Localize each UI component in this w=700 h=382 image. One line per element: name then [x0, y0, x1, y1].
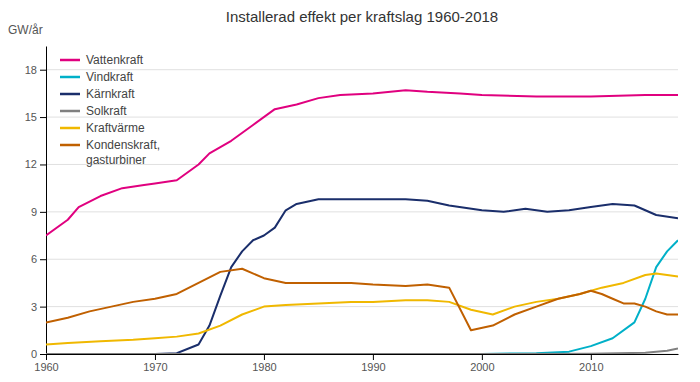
- tick-mark: [40, 354, 46, 355]
- tick-mark: [40, 307, 46, 308]
- tick-mark: [40, 164, 46, 165]
- legend-item: Solkraft: [60, 104, 127, 118]
- legend-label-line: Vindkraft: [86, 70, 134, 84]
- legend-item: Vindkraft: [60, 70, 134, 84]
- tick-label: 1990: [361, 361, 385, 373]
- tick-mark: [40, 212, 46, 213]
- legend-swatch: [60, 144, 80, 147]
- legend-label-line: Solkraft: [86, 104, 127, 118]
- grid: [46, 70, 678, 354]
- tick: 1980: [252, 354, 276, 373]
- legend-label-line: Kraftvärme: [86, 121, 145, 135]
- y-axis-label: GW/år: [8, 23, 43, 37]
- grid-line: [46, 306, 678, 307]
- tick: 1970: [143, 354, 167, 373]
- series-line: [46, 240, 678, 354]
- tick: 2000: [470, 354, 494, 373]
- legend-label: Vattenkraft: [86, 53, 144, 67]
- tick: 15: [25, 111, 46, 123]
- tick-label: 6: [31, 253, 37, 265]
- legend: Vattenkraft Vindkraft Kärnkraft Solkraft Kra…: [60, 53, 160, 167]
- legend-swatch: [60, 93, 80, 96]
- tick-label: 0: [31, 348, 37, 360]
- legend-label: Kraftvärme: [86, 121, 145, 135]
- tick-label: 12: [25, 158, 37, 170]
- tick-mark: [264, 354, 265, 360]
- tick: 9: [31, 206, 46, 218]
- tick-mark: [40, 70, 46, 71]
- legend-label-line: Kondenskraft,: [86, 138, 160, 152]
- legend-label-line: Kärnkraft: [86, 87, 135, 101]
- tick: 0: [31, 348, 46, 360]
- tick: 1960: [34, 354, 58, 373]
- grid-line: [46, 117, 678, 118]
- legend-item: Kraftvärme: [60, 121, 145, 135]
- tick-mark: [40, 259, 46, 260]
- axis-line: [46, 47, 47, 355]
- tick: 18: [25, 64, 46, 76]
- plot-area: 1960 1970 1980 1990 2000 2010 0 3 6 9 12 15 18 Vatten…: [25, 47, 679, 373]
- legend-item: Vattenkraft: [60, 53, 144, 67]
- legend-item: Kärnkraft: [60, 87, 135, 101]
- tick-mark: [373, 354, 374, 360]
- tick-mark: [155, 354, 156, 360]
- lines: [46, 90, 678, 354]
- tick-mark: [46, 354, 47, 360]
- tick-label: 2000: [470, 361, 494, 373]
- tick: 12: [25, 158, 46, 170]
- grid-line: [46, 69, 678, 70]
- tick-label: 1970: [143, 361, 167, 373]
- legend-label-line: Vattenkraft: [86, 53, 144, 67]
- legend-label: Solkraft: [86, 104, 127, 118]
- tick-label: 15: [25, 111, 37, 123]
- tick: 3: [31, 301, 46, 313]
- tick-label: 1980: [252, 361, 276, 373]
- legend-label-line: gasturbiner: [86, 153, 146, 167]
- tick-mark: [482, 354, 483, 360]
- legend-label: Kärnkraft: [86, 87, 135, 101]
- series-line: [46, 348, 678, 354]
- legend-label: Kondenskraft,gasturbiner: [86, 138, 160, 167]
- grid-line: [46, 259, 678, 260]
- x-axis: 1960 1970 1980 1990 2000 2010: [34, 354, 678, 373]
- tick: 2010: [579, 354, 603, 373]
- legend-swatch: [60, 76, 80, 79]
- series-line: [46, 199, 678, 354]
- series-line: [46, 90, 678, 235]
- tick: 6: [31, 253, 46, 265]
- tick-label: 18: [25, 64, 37, 76]
- legend-swatch: [60, 110, 80, 113]
- chart: Installerad effekt per kraftslag 1960-20…: [0, 0, 700, 382]
- legend-label: Vindkraft: [86, 70, 134, 84]
- y-axis: 0 3 6 9 12 15 18: [25, 47, 47, 361]
- tick-mark: [591, 354, 592, 360]
- legend-swatch: [60, 127, 80, 130]
- grid-line: [46, 211, 678, 212]
- series-line: [46, 269, 678, 331]
- tick-mark: [40, 117, 46, 118]
- legend-item: Kondenskraft,gasturbiner: [60, 138, 160, 167]
- tick-label: 3: [31, 301, 37, 313]
- axis-line: [47, 354, 679, 355]
- chart-title: Installerad effekt per kraftslag 1960-20…: [226, 8, 498, 25]
- tick-label: 2010: [579, 361, 603, 373]
- legend-swatch: [60, 59, 80, 62]
- tick: 1990: [361, 354, 385, 373]
- tick-label: 1960: [34, 361, 58, 373]
- tick-label: 9: [31, 206, 37, 218]
